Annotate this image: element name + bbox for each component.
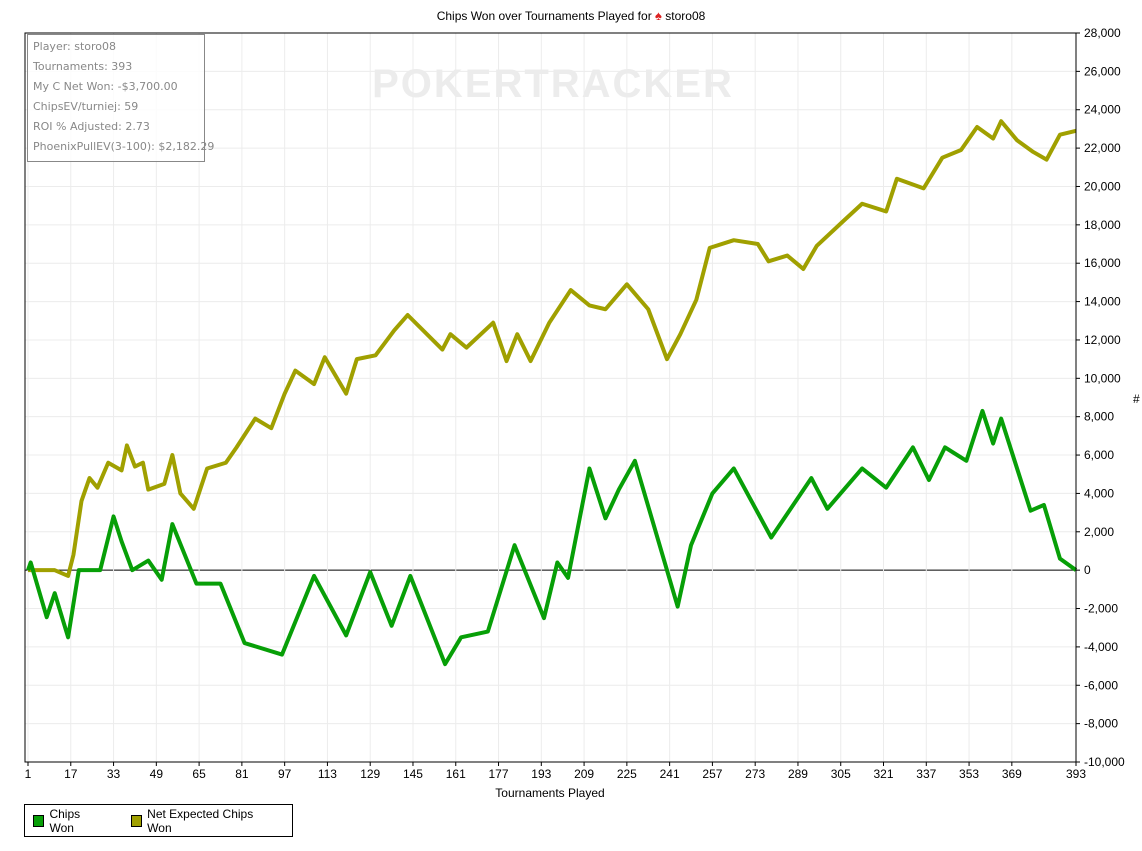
legend-item-net-expected[interactable]: Net Expected Chips Won xyxy=(130,806,274,835)
x-tick-label: 369 xyxy=(1002,767,1022,781)
legend-label: Net Expected Chips Won xyxy=(147,806,254,835)
title-text: Chips Won over Tournaments Played for xyxy=(436,9,652,23)
x-tick-label: 49 xyxy=(150,767,164,781)
x-tick-label: 289 xyxy=(788,767,808,781)
y-tick-label: -10,000 xyxy=(1084,755,1125,769)
legend: Chips Won Net Expected Chips Won xyxy=(24,804,293,837)
x-tick-label: 305 xyxy=(831,767,851,781)
x-tick-label: 97 xyxy=(278,767,292,781)
info-phoenix-pull-ev: PhoenixPullEV(3-100): $2,182.29 xyxy=(33,140,215,153)
legend-item-chips-won[interactable]: Chips Won xyxy=(33,807,105,835)
series-line-chips-won xyxy=(26,408,1078,667)
x-tick-label: 129 xyxy=(360,767,380,781)
y-tick-label: 10,000 xyxy=(1084,371,1121,385)
y-tick-label: 6,000 xyxy=(1084,448,1114,462)
x-tick-label: 81 xyxy=(235,767,249,781)
legend-label: Chips Won xyxy=(49,806,81,835)
info-tournaments: Tournaments: 393 xyxy=(33,60,133,73)
x-tick-label: 1 xyxy=(25,767,32,781)
legend-swatch-green xyxy=(33,814,45,827)
y-tick-label: 4,000 xyxy=(1084,486,1114,500)
x-tick-label: 33 xyxy=(107,767,121,781)
x-tick-label: 337 xyxy=(916,767,936,781)
x-tick-label: 177 xyxy=(489,767,509,781)
pokerstars-spade-icon: ♠ xyxy=(655,8,662,23)
plot-border xyxy=(24,32,1077,763)
x-tick-label: 17 xyxy=(64,767,78,781)
x-axis-label: Tournaments Played xyxy=(495,786,605,800)
x-tick-label: 273 xyxy=(745,767,765,781)
y-axis-label: # xyxy=(1133,392,1140,406)
y-tick-label: 24,000 xyxy=(1084,103,1121,117)
y-tick-label: -8,000 xyxy=(1084,717,1118,731)
x-tick-label: 161 xyxy=(446,767,466,781)
chart-title: Chips Won over Tournaments Played for ♠ … xyxy=(0,8,1142,23)
y-tick-label: 28,000 xyxy=(1084,26,1121,40)
y-tick-label: 0 xyxy=(1084,563,1091,577)
info-player: Player: storo08 xyxy=(33,40,117,53)
x-tick-label: 241 xyxy=(660,767,680,781)
y-tick-label: 2,000 xyxy=(1084,525,1114,539)
title-player: storo08 xyxy=(665,9,706,23)
y-tick-label: 12,000 xyxy=(1084,333,1121,347)
y-tick-label: 22,000 xyxy=(1084,141,1121,155)
watermark-logo: POKERTRACKER xyxy=(372,62,734,106)
y-tick-label: 18,000 xyxy=(1084,218,1121,232)
series-line-net-expected-chips-won xyxy=(28,119,1077,578)
y-tick-label: 8,000 xyxy=(1084,410,1114,424)
x-tick-label: 113 xyxy=(318,767,337,781)
x-tick-label: 393 xyxy=(1066,767,1086,781)
y-tick-label: -6,000 xyxy=(1084,678,1118,692)
legend-swatch-olive xyxy=(130,814,143,827)
info-net-won: My C Net Won: -$3,700.00 xyxy=(33,80,178,93)
y-tick-label: 16,000 xyxy=(1084,256,1121,270)
x-tick-label: 321 xyxy=(873,767,893,781)
x-tick-label: 145 xyxy=(403,767,423,781)
stats-info-box: Player: storo08 Tournaments: 393 My C Ne… xyxy=(27,34,215,162)
x-tick-label: 353 xyxy=(959,767,979,781)
x-tick-label: 225 xyxy=(617,767,637,781)
x-tick-label: 209 xyxy=(574,767,594,781)
y-tick-label: 14,000 xyxy=(1084,295,1121,309)
y-tick-label: 20,000 xyxy=(1084,179,1121,193)
y-tick-label: 26,000 xyxy=(1084,64,1121,78)
info-chipsev: ChipsEV/turniej: 59 xyxy=(33,100,139,113)
y-tick-label: -4,000 xyxy=(1084,640,1118,654)
y-tick-label: -2,000 xyxy=(1084,602,1118,616)
x-tick-label: 65 xyxy=(192,767,206,781)
x-tick-label: 257 xyxy=(702,767,722,781)
x-tick-label: 193 xyxy=(531,767,551,781)
info-roi: ROI % Adjusted: 2.73 xyxy=(33,120,150,133)
